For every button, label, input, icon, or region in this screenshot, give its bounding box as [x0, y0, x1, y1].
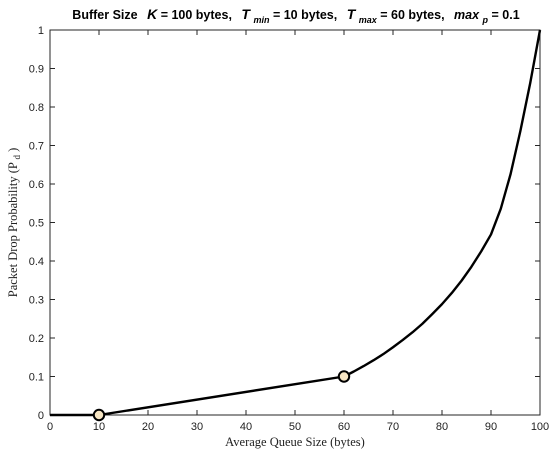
title-maxp-subscript: p — [482, 15, 489, 25]
y-tick-label: 1 — [38, 25, 44, 37]
x-tick-label: 80 — [436, 421, 448, 433]
title-tmin-subscript: min — [253, 15, 270, 25]
y-axis-ticks: 0 0.1 0.2 0.3 0.4 0.5 0.6 0.7 0.8 0.9 1 — [29, 25, 540, 422]
title-tmin-value: = 10 bytes, — [273, 8, 337, 22]
series-line — [50, 29, 542, 417]
x-tick-label: 40 — [240, 421, 252, 433]
y-axis-label-subscript: d — [12, 155, 22, 160]
x-axis-ticks: 0 10 20 30 40 50 60 70 80 90 100 — [47, 30, 549, 433]
y-tick-label: 0 — [38, 410, 44, 422]
x-tick-label: 0 — [47, 421, 53, 433]
x-tick-label: 20 — [142, 421, 154, 433]
data-point-marker — [337, 370, 351, 383]
y-tick-label: 0.6 — [29, 179, 44, 191]
x-axis-label: Average Queue Size (bytes) — [225, 435, 365, 449]
title-tmax-symbol: T — [347, 6, 357, 22]
title-lead: Buffer Size — [72, 8, 137, 22]
x-tick-label: 10 — [93, 421, 105, 433]
title-k-symbol: K — [147, 6, 158, 22]
title-maxp-value: = 0.1 — [492, 8, 520, 22]
y-tick-label: 0.5 — [29, 218, 44, 230]
y-axis-label-main: Packet Drop Probability (P — [6, 162, 20, 297]
y-tick-label: 0.3 — [29, 295, 44, 307]
x-tick-label: 60 — [338, 421, 350, 433]
x-tick-label: 100 — [531, 421, 549, 433]
title-tmax-value: = 60 bytes, — [380, 8, 444, 22]
y-tick-label: 0.1 — [29, 372, 44, 384]
y-tick-label: 0.8 — [29, 102, 44, 114]
title-k-value: = 100 bytes, — [161, 8, 232, 22]
y-tick-label: 0.7 — [29, 141, 44, 153]
x-tick-label: 70 — [387, 421, 399, 433]
y-axis-label-close: ) — [6, 148, 20, 152]
chart-title: Buffer Size K = 100 bytes, T min = 10 by… — [72, 6, 519, 26]
title-maxp-symbol: max — [454, 8, 480, 22]
y-tick-label: 0.4 — [29, 256, 44, 268]
y-tick-label: 0.2 — [29, 333, 44, 345]
y-tick-label: 0.9 — [29, 64, 44, 76]
data-point-marker — [92, 408, 106, 422]
x-tick-label: 90 — [485, 421, 497, 433]
y-axis-label: Packet Drop Probability (P d ) — [6, 148, 23, 298]
x-tick-label: 30 — [191, 421, 203, 433]
plot-area — [49, 29, 541, 416]
title-tmax-subscript: max — [359, 15, 378, 25]
x-tick-label: 50 — [289, 421, 301, 433]
markers — [92, 370, 351, 422]
title-tmin-symbol: T — [241, 6, 251, 22]
